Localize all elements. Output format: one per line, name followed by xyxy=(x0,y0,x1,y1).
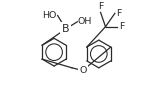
Text: HO: HO xyxy=(42,11,56,20)
Text: OH: OH xyxy=(78,17,92,26)
Text: F: F xyxy=(116,9,122,18)
Text: F: F xyxy=(98,2,103,11)
Text: F: F xyxy=(119,22,124,31)
Text: O: O xyxy=(79,66,86,75)
Text: B: B xyxy=(62,24,69,34)
